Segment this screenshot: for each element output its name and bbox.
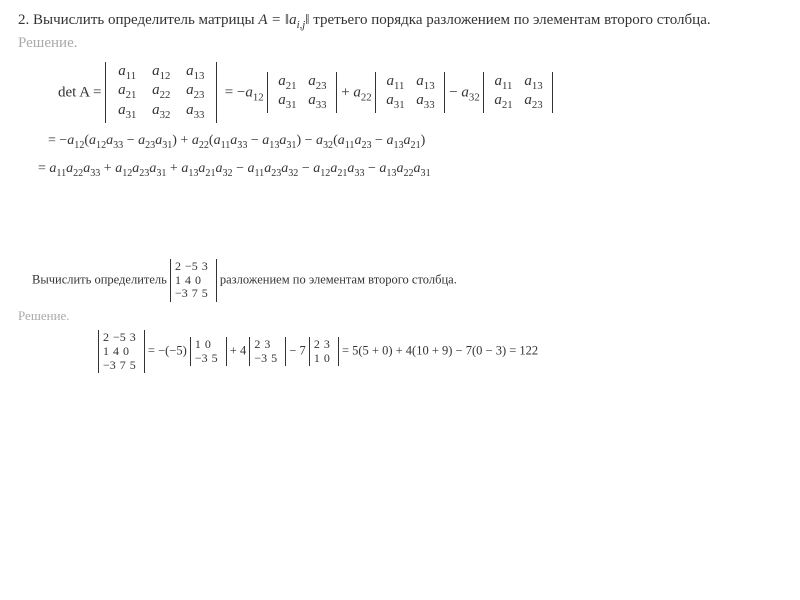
problem-text-before: Вычислить определитель матрицы [33, 12, 258, 28]
matrix-symbol-open: A = ‖a [258, 12, 296, 28]
minor-12: a21a23 a31a33 [267, 72, 337, 114]
numeric-minor-3: 23 10 [309, 337, 339, 367]
numeric-main-matrix: 2−53 140 −375 [170, 259, 217, 302]
matrix-symbol-sub: i,j [297, 19, 306, 31]
problem-text-after: третьего порядка разложением по элемента… [313, 12, 710, 28]
numeric-final: = 5(5 + 0) + 4(10 + 9) − 7(0 − 3) = 122 [342, 344, 538, 358]
numeric-lhs-matrix: 2−53 140 −375 [98, 330, 145, 373]
eq-neg-neg5: = −(−5) [148, 344, 187, 358]
expansion-line-2: = −a12(a12a33 − a23a31) + a22(a11a33 − a… [18, 133, 782, 151]
numeric-minor-2: 23 −35 [249, 337, 286, 367]
numeric-solution-line: 2−53 140 −375 = −(−5) 10 −35 + 4 23 −35 … [18, 330, 782, 373]
numeric-problem-suffix: разложением по элементам второго столбца… [220, 272, 457, 286]
matrix-symbol-close: ‖ [305, 12, 309, 28]
solution-label-1: Решение. [18, 35, 782, 52]
numeric-problem-prefix: Вычислить определитель [32, 272, 167, 286]
solution-label-2: Решение. [18, 308, 782, 324]
minus-7: − 7 [289, 344, 305, 358]
minor-22: a11a13 a31a33 [375, 72, 445, 114]
minor-32: a11a13 a21a23 [483, 72, 553, 114]
expansion-line-1: det A = a11a12a13 a21a22a23 a31a32a33 = … [18, 62, 782, 124]
numeric-minor-1: 10 −35 [190, 337, 227, 367]
problem-number: 2. [18, 12, 29, 28]
numeric-problem: Вычислить определитель 2−53 140 −375 раз… [18, 259, 782, 302]
problem-statement: 2. Вычислить определитель матрицы A = ‖a… [18, 10, 782, 33]
det-label: det A = [58, 84, 101, 100]
expansion-line-3: = a11a22a33 + a12a23a31 + a13a21a32 − a1… [18, 161, 782, 179]
plus-4: + 4 [230, 344, 246, 358]
main-3x3-matrix: a11a12a13 a21a22a23 a31a32a33 [105, 62, 217, 124]
